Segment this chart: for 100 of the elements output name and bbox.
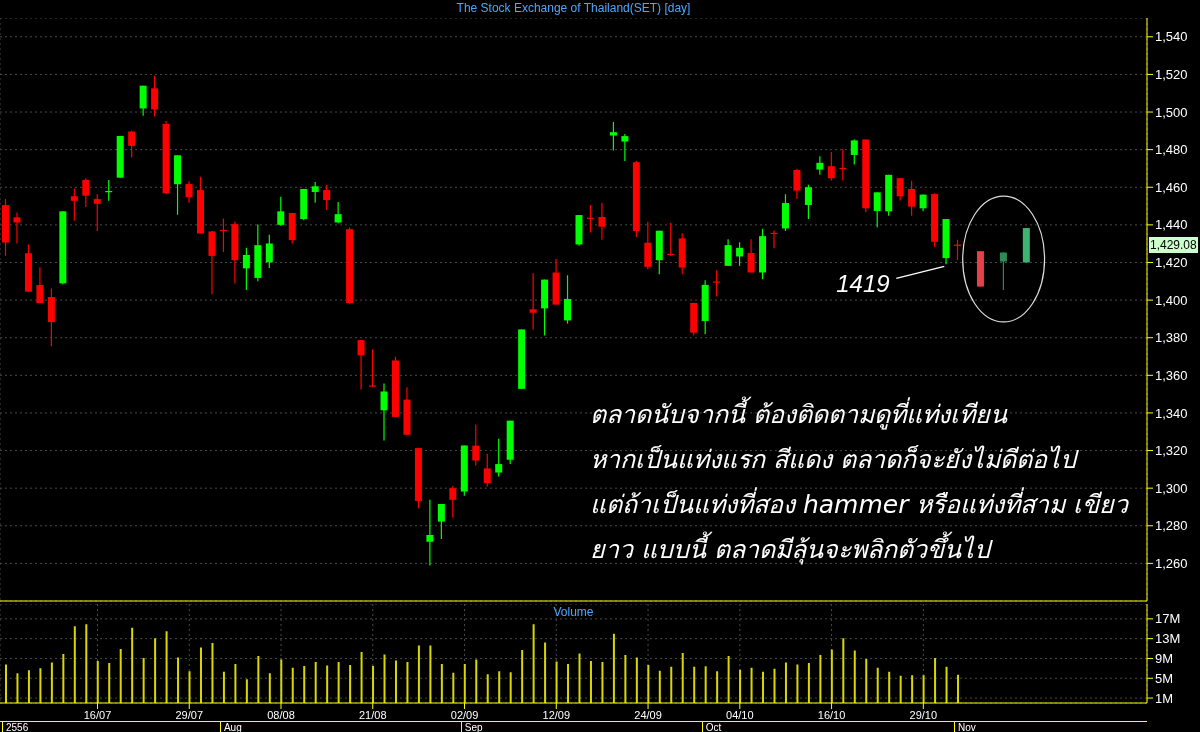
bar: [303, 665, 306, 703]
candlestick: [449, 485, 457, 519]
bar: [165, 631, 168, 703]
bar: [899, 675, 902, 703]
candlestick: [621, 133, 629, 162]
bar: [876, 667, 879, 703]
candlestick: [139, 85, 147, 117]
bar: [222, 671, 225, 703]
candlestick: [311, 181, 319, 204]
bar: [934, 657, 937, 703]
bar: [773, 668, 776, 703]
bar: [429, 645, 432, 703]
y-tick-label: 17M: [1155, 611, 1181, 627]
bar: [509, 672, 512, 703]
bar: [406, 661, 409, 703]
candlestick: [242, 247, 250, 291]
bar: [337, 661, 340, 703]
bar: [360, 652, 363, 703]
bar: [624, 654, 627, 703]
bar: [888, 671, 891, 703]
bar: [131, 627, 134, 703]
bar: [750, 667, 753, 703]
bar: [372, 665, 375, 703]
candlestick: [713, 269, 721, 298]
bar: [417, 645, 420, 703]
bar: [119, 649, 122, 703]
y-tick-label: 1,380: [1155, 330, 1188, 346]
bar: [957, 674, 960, 703]
candlestick: [999, 251, 1007, 291]
bar: [5, 664, 7, 703]
x-tick-label: 08/08: [267, 708, 295, 721]
bar: [154, 638, 157, 703]
candlestick: [70, 187, 78, 222]
x-tick-label: 12/09: [542, 708, 571, 721]
bar: [440, 663, 443, 703]
text: Nov: [954, 722, 976, 732]
bar: [601, 661, 604, 703]
candlestick: [36, 266, 44, 304]
bar: [280, 659, 283, 703]
x-tick-label: 29/07: [175, 708, 204, 721]
x-tick-label: 04/10: [726, 708, 754, 721]
candlestick: [185, 180, 193, 204]
bar: [326, 665, 329, 703]
candlestick: [357, 339, 365, 391]
candlestick: [483, 453, 491, 488]
bar: [853, 650, 856, 703]
x-tick-label: 24/09: [634, 708, 662, 721]
candlestick: [13, 211, 21, 245]
bar: [842, 638, 845, 703]
bar: [647, 664, 650, 703]
y-tick-label: 1,400: [1155, 292, 1188, 308]
candlestick: [804, 184, 812, 220]
bar: [291, 667, 294, 703]
bar: [177, 657, 180, 703]
bar: [383, 654, 386, 703]
candlestick: [151, 75, 159, 118]
bar: [945, 666, 948, 703]
y-tick-label: 1,320: [1155, 443, 1188, 459]
bar: [394, 660, 397, 703]
bar: [234, 663, 237, 703]
chart-title: The Stock Exchange of Thailand(SET) [day]: [455, 1, 692, 15]
candlestick: [128, 129, 136, 159]
y-tick-label: 1,420: [1155, 255, 1188, 271]
annotation: 1419: [836, 270, 890, 299]
text: 1,429.08: [1149, 237, 1198, 254]
y-tick-label: 1,440: [1155, 217, 1188, 233]
candlestick: [472, 424, 480, 467]
bar: [796, 664, 799, 703]
bar: [922, 675, 925, 703]
y-tick-label: 1,460: [1155, 179, 1188, 195]
candlestick: [908, 180, 916, 217]
bar: [349, 664, 352, 703]
candlestick: [609, 121, 617, 152]
candlestick: [598, 202, 606, 241]
annotation: แต่ถ้าเป็นแท่งที่สอง hammer หรือแท่งที่สาม เขียว: [590, 486, 1129, 521]
bar: [567, 663, 570, 703]
bar: [589, 660, 592, 703]
bar: [716, 671, 719, 703]
candlestick: [426, 499, 434, 567]
x-tick-label: 16/10: [817, 708, 846, 721]
candlestick: [495, 438, 503, 478]
bar: [670, 666, 673, 703]
bar: [16, 673, 19, 703]
bar: [681, 653, 684, 703]
bar: [544, 642, 547, 703]
candlestick: [850, 138, 858, 166]
bar: [658, 670, 661, 703]
bar: [257, 655, 260, 703]
candlestick: [380, 383, 388, 441]
candlestick: [437, 503, 445, 540]
bar: [578, 653, 581, 703]
candlestick: [793, 168, 801, 200]
candlestick: [564, 274, 572, 325]
y-tick-label: 1,520: [1155, 67, 1188, 83]
bar: [85, 624, 88, 703]
candlestick: [827, 151, 835, 182]
bar: [27, 670, 30, 703]
candlestick: [323, 184, 331, 211]
bar: [635, 657, 638, 703]
candlestick: [724, 238, 732, 267]
